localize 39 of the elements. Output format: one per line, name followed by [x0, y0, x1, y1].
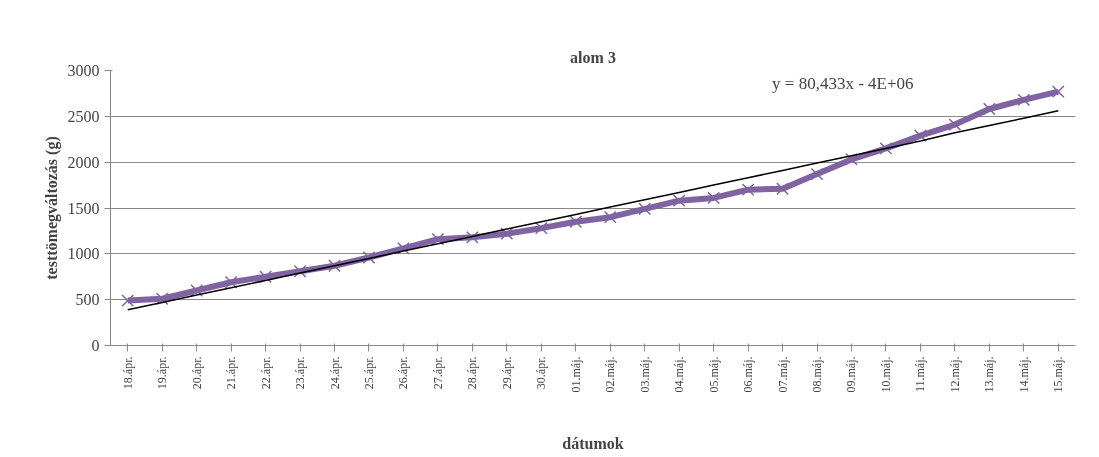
x-tick-label: 27.ápr. [430, 356, 445, 390]
x-tick-label: 22.ápr. [258, 356, 273, 390]
x-tick-label: 01.máj. [568, 356, 583, 393]
x-tick-label: 30.ápr. [534, 356, 549, 390]
x-tick-label: 04.máj. [672, 356, 687, 393]
x-tick-label: 29.ápr. [499, 356, 514, 390]
y-tick-label: 0 [91, 337, 100, 354]
x-tick-label: 20.ápr. [189, 356, 204, 390]
y-axis-title: testtömegváltozás (g) [42, 136, 61, 280]
x-tick-label: 21.ápr. [224, 356, 239, 390]
y-tick-label: 500 [75, 291, 100, 309]
x-tick-label: 09.máj. [844, 356, 859, 393]
x-tick-label: 03.máj. [637, 356, 652, 393]
x-tick-label: 13.máj. [982, 356, 997, 393]
x-tick-label: 25.ápr. [361, 356, 376, 390]
y-tick-label: 1500 [67, 199, 100, 217]
x-tick-label: 07.máj. [775, 356, 790, 393]
x-tick-label: 23.ápr. [293, 356, 308, 390]
x-tick-label: 10.máj. [878, 356, 893, 393]
x-tick-label: 11.máj. [913, 356, 928, 393]
x-tick-label: 19.ápr. [155, 356, 170, 390]
x-tick-label: 24.ápr. [327, 356, 342, 390]
y-tick-label: 2000 [67, 153, 100, 171]
annotation: y = 80,433x - 4E+06 [772, 73, 914, 93]
y-tick-label: 2500 [67, 107, 100, 125]
x-tick-label: 28.ápr. [465, 356, 480, 390]
y-tick-label: 3000 [67, 62, 100, 79]
x-tick-label: 18.ápr. [120, 356, 135, 390]
x-tick-label: 02.máj. [603, 356, 618, 393]
x-tick-label: 05.máj. [706, 356, 721, 393]
x-tick-label: 26.ápr. [396, 356, 411, 390]
chart-title: alom 3 [570, 48, 616, 66]
x-tick-label: 15.máj. [1051, 356, 1066, 393]
x-tick-label: 06.máj. [741, 356, 756, 393]
y-tick-label: 1000 [67, 245, 100, 263]
x-tick-label: 14.máj. [1016, 356, 1031, 393]
x-axis-title: dátumok [562, 435, 624, 453]
x-tick-label: 08.máj. [810, 356, 825, 393]
x-tick-label: 12.máj. [947, 356, 962, 393]
